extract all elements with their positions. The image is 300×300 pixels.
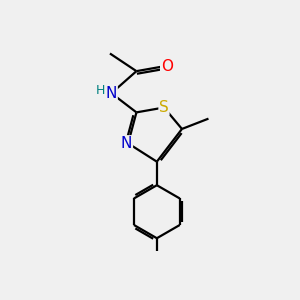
Text: S: S — [159, 100, 169, 115]
Text: O: O — [161, 59, 173, 74]
Text: N: N — [106, 86, 117, 101]
Text: N: N — [121, 136, 132, 151]
Text: H: H — [95, 84, 105, 98]
